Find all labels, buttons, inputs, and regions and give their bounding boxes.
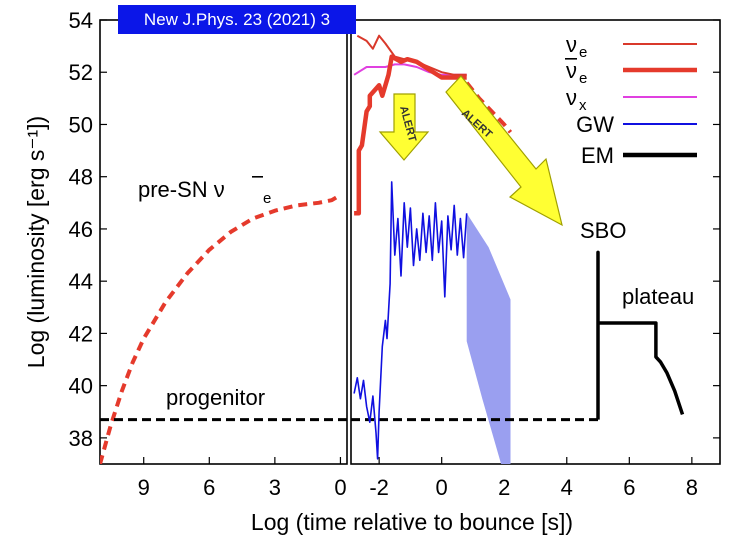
- sbo-label: SBO: [580, 218, 626, 243]
- y-tick-label: 40: [69, 374, 93, 399]
- x-tick-label-right: 2: [498, 475, 510, 500]
- x-axis-ticks-right: -2 0 2 4 6 8: [369, 457, 698, 500]
- y-axis-ticks: 38 40 42 44 46 48 50 52 54: [69, 8, 720, 451]
- x-tick-label-right: 6: [623, 475, 635, 500]
- legend-subscript: e: [579, 44, 587, 61]
- x-tick-label-right: -2: [369, 475, 389, 500]
- y-tick-label: 46: [69, 217, 93, 242]
- x-tick-label-right: 0: [436, 475, 448, 500]
- neutrino-x-line: [353, 63, 467, 76]
- y-tick-label: 54: [69, 8, 93, 33]
- legend-overbar: [565, 58, 577, 60]
- neutrino-e-line: [356, 34, 467, 76]
- pre-sn-bar: [252, 176, 263, 178]
- pre-sn-antineutrino-curve: [100, 193, 342, 464]
- legend-label: ν: [566, 32, 577, 57]
- alert-arrow-diagonal: ALERT: [445, 75, 563, 227]
- gw-line: [353, 181, 468, 460]
- y-tick-label: 50: [69, 112, 93, 137]
- gw-extrapolation-band: [466, 213, 511, 464]
- right-panel-series: [351, 34, 685, 464]
- x-axis-ticks-left: 9 6 3 0: [138, 457, 347, 500]
- legend-label: EM: [581, 143, 614, 168]
- alert-arrow-down: ALERT: [378, 93, 430, 161]
- x-axis-title: Log (time relative to bounce [s]): [251, 509, 573, 535]
- x-tick-label-left: 0: [334, 475, 346, 500]
- y-tick-label: 48: [69, 165, 93, 190]
- pre-sn-label: pre-SN ν: [138, 177, 225, 202]
- legend-label: GW: [576, 112, 614, 137]
- pre-sn-subscript: e: [263, 190, 271, 207]
- plateau-label: plateau: [622, 284, 694, 309]
- y-tick-label: 44: [69, 269, 93, 294]
- antineutrino-e-dashed-tail: [465, 81, 513, 134]
- y-tick-label: 52: [69, 60, 93, 85]
- x-tick-label-right: 8: [686, 475, 698, 500]
- progenitor-label: progenitor: [166, 385, 265, 410]
- reference-banner: New J.Phys. 23 (2021) 3: [118, 5, 356, 34]
- x-tick-label-left: 6: [203, 475, 215, 500]
- right-panel-frame: [350, 19, 721, 465]
- legend-gw: GW: [576, 112, 697, 137]
- y-tick-label: 38: [69, 426, 93, 451]
- legend-subscript: e: [579, 70, 587, 87]
- legend-subscript: x: [579, 97, 587, 114]
- legend-em: EM: [581, 143, 697, 168]
- legend-label: ν: [566, 58, 577, 83]
- antineutrino-e-line: [354, 54, 467, 216]
- x-tick-label-right: 4: [561, 475, 573, 500]
- x-tick-label-left: 9: [138, 475, 150, 500]
- em-line: [596, 250, 685, 420]
- legend-label: ν: [566, 85, 577, 110]
- y-axis-title: Log (luminosity [erg s⁻¹]): [23, 116, 49, 368]
- x-tick-label-left: 3: [269, 475, 281, 500]
- y-tick-label: 42: [69, 321, 93, 346]
- left-panel-series: [100, 193, 347, 464]
